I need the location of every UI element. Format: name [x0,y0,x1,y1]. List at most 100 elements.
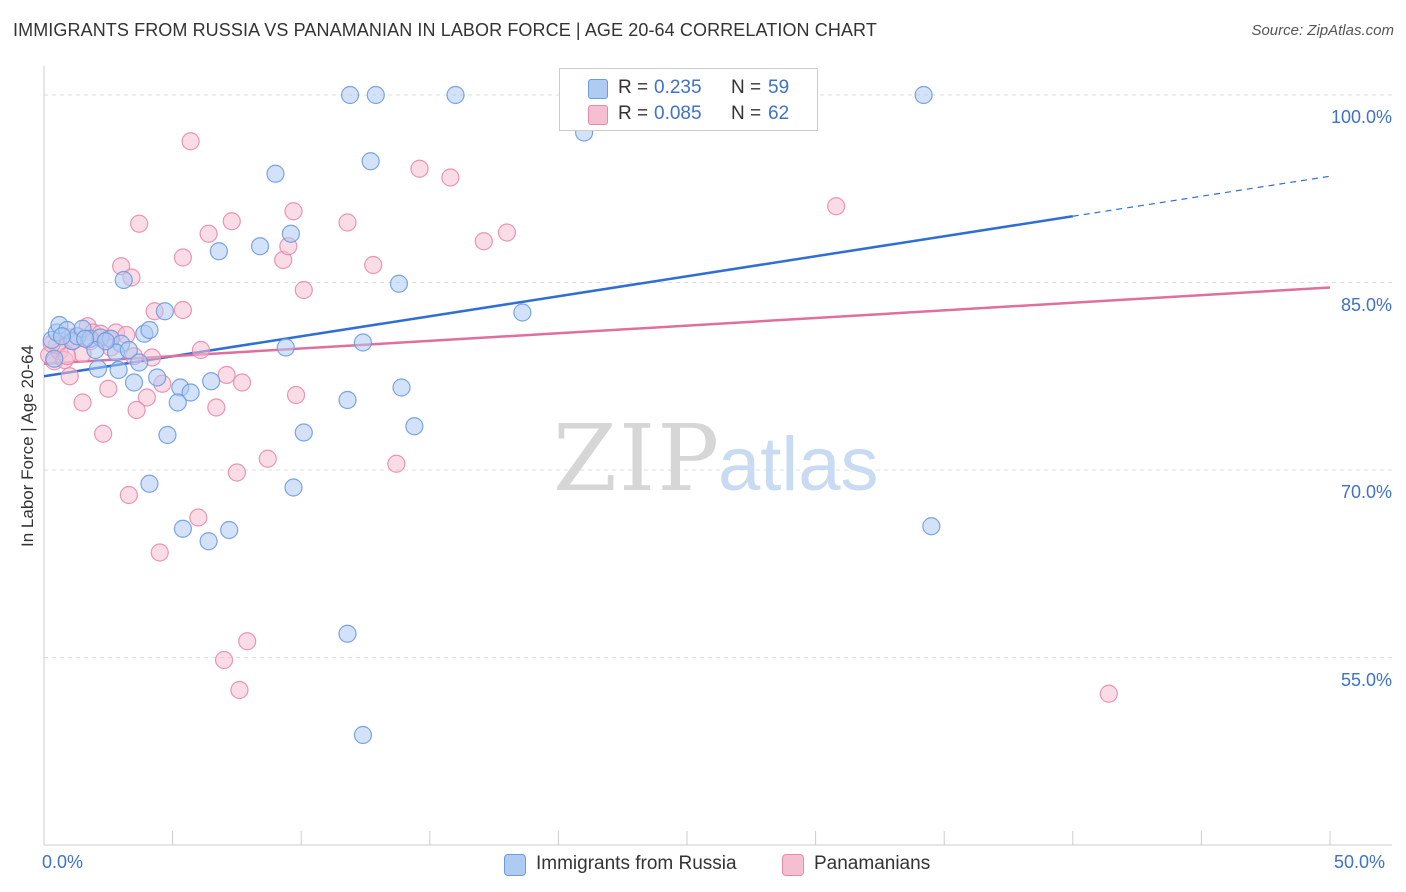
data-point-russia [446,85,465,105]
trend-lines [43,175,1331,378]
axes [43,66,1392,846]
data-point-russia [130,353,149,372]
data-point-panamanian [441,168,460,187]
data-point-panamanian [119,485,138,505]
trend-line-panamanian [43,286,1331,365]
data-point-russia [199,532,218,551]
data-point-russia [284,478,303,497]
data-point-russia [181,383,200,402]
legend-swatch-russia [588,79,608,99]
data-point-panamanian [127,400,146,420]
y-tick-label: 70.0% [1340,482,1392,502]
data-point-russia [173,519,192,538]
data-point-panamanian [217,365,236,385]
data-point-russia [140,474,159,493]
series-legend: Immigrants from Russia Panamanians [0,852,1406,878]
data-point-russia [389,274,409,293]
data-point-russia [276,338,295,357]
data-points [40,85,1118,745]
data-point-russia [250,237,270,256]
data-point-panamanian [474,232,493,251]
data-point-panamanian [199,224,218,243]
data-point-panamanian [99,379,118,398]
data-point-panamanian [227,463,246,482]
data-point-russia [119,340,138,360]
source-credit: Source: ZipAtlas.com [1251,22,1394,39]
data-point-russia [353,725,373,745]
data-point-russia [281,224,301,243]
watermark: ZIP atlas [553,405,879,512]
data-point-russia [513,303,532,322]
series-legend-swatch-panamanians [782,854,804,876]
data-point-panamanian [258,449,277,468]
grid-lines [44,94,1392,658]
data-point-russia [338,390,357,410]
data-point-panamanian [191,340,210,360]
data-point-panamanian [130,214,149,233]
data-point-russia [266,164,285,183]
y-tick-label: 55.0% [1340,669,1392,690]
data-point-russia [338,624,357,643]
data-point-russia [45,349,64,368]
legend-n-label: N = [731,103,762,124]
legend-n-label: N = [731,77,762,98]
data-point-russia [340,85,360,105]
data-point-russia [124,373,144,392]
y-tick-label: 85.0% [1340,294,1392,315]
stats-legend: R = 0.235 N = 59 R = 0.085 N = 62 [559,68,818,131]
watermark-atlas: atlas [718,422,879,507]
data-point-russia [76,329,95,348]
data-point-panamanian [238,632,257,651]
data-point-panamanian [286,385,306,405]
data-point-panamanian [387,454,406,473]
data-point-russia [392,378,411,397]
data-point-russia [114,270,133,290]
data-point-panamanian [137,388,156,407]
data-point-panamanian [73,393,92,412]
x-tick-label-min: 0.0% [42,852,84,872]
legend-row-russia: R = 0.235 N = 59 [560,75,817,103]
data-point-russia [140,320,159,340]
data-point-russia [914,85,933,105]
data-point-panamanian [232,373,252,392]
data-point-russia [52,327,72,346]
trend-line-extension-russia [1072,175,1331,217]
data-point-panamanian [294,280,313,300]
data-point-panamanian [173,300,192,320]
data-point-russia [155,302,174,321]
series-legend-label-panamanians: Panamanians [814,853,931,874]
data-point-russia [209,242,228,261]
data-point-panamanian [284,202,303,221]
data-point-panamanian [207,398,226,417]
data-point-panamanian [173,248,192,267]
legend-r-label: R = [618,103,649,124]
trend-line-russia [43,215,1073,378]
data-point-panamanian [222,212,241,231]
series-legend-label-russia: Immigrants from Russia [536,853,737,874]
legend-n-value: 59 [768,77,790,98]
data-point-russia [168,393,187,412]
y-axis-label-wrap: In Labor Force | Age 20-64 [6,0,46,892]
data-point-panamanian [410,159,429,178]
series-legend-swatch-russia [504,854,526,876]
data-point-panamanian [181,132,200,151]
data-point-panamanian [60,367,79,386]
legend-swatch-panamanians [588,105,608,125]
data-point-russia [405,417,424,436]
data-point-panamanian [189,508,208,527]
legend-n-value: 62 [768,103,790,124]
data-point-panamanian [827,197,846,216]
data-point-russia [361,152,380,171]
data-point-russia [148,368,167,387]
chart-title: IMMIGRANTS FROM RUSSIA VS PANAMANIAN IN … [13,20,877,40]
data-point-panamanian [150,543,169,562]
data-point-russia [158,425,177,445]
legend-row-panamanians: R = 0.085 N = 62 [560,101,817,129]
data-point-russia [366,85,385,105]
data-point-russia [109,360,128,380]
watermark-zip: ZIP [553,405,721,512]
y-tick-label: 100.0% [1330,107,1392,127]
data-point-russia [96,332,115,351]
data-point-panamanian [338,213,357,232]
